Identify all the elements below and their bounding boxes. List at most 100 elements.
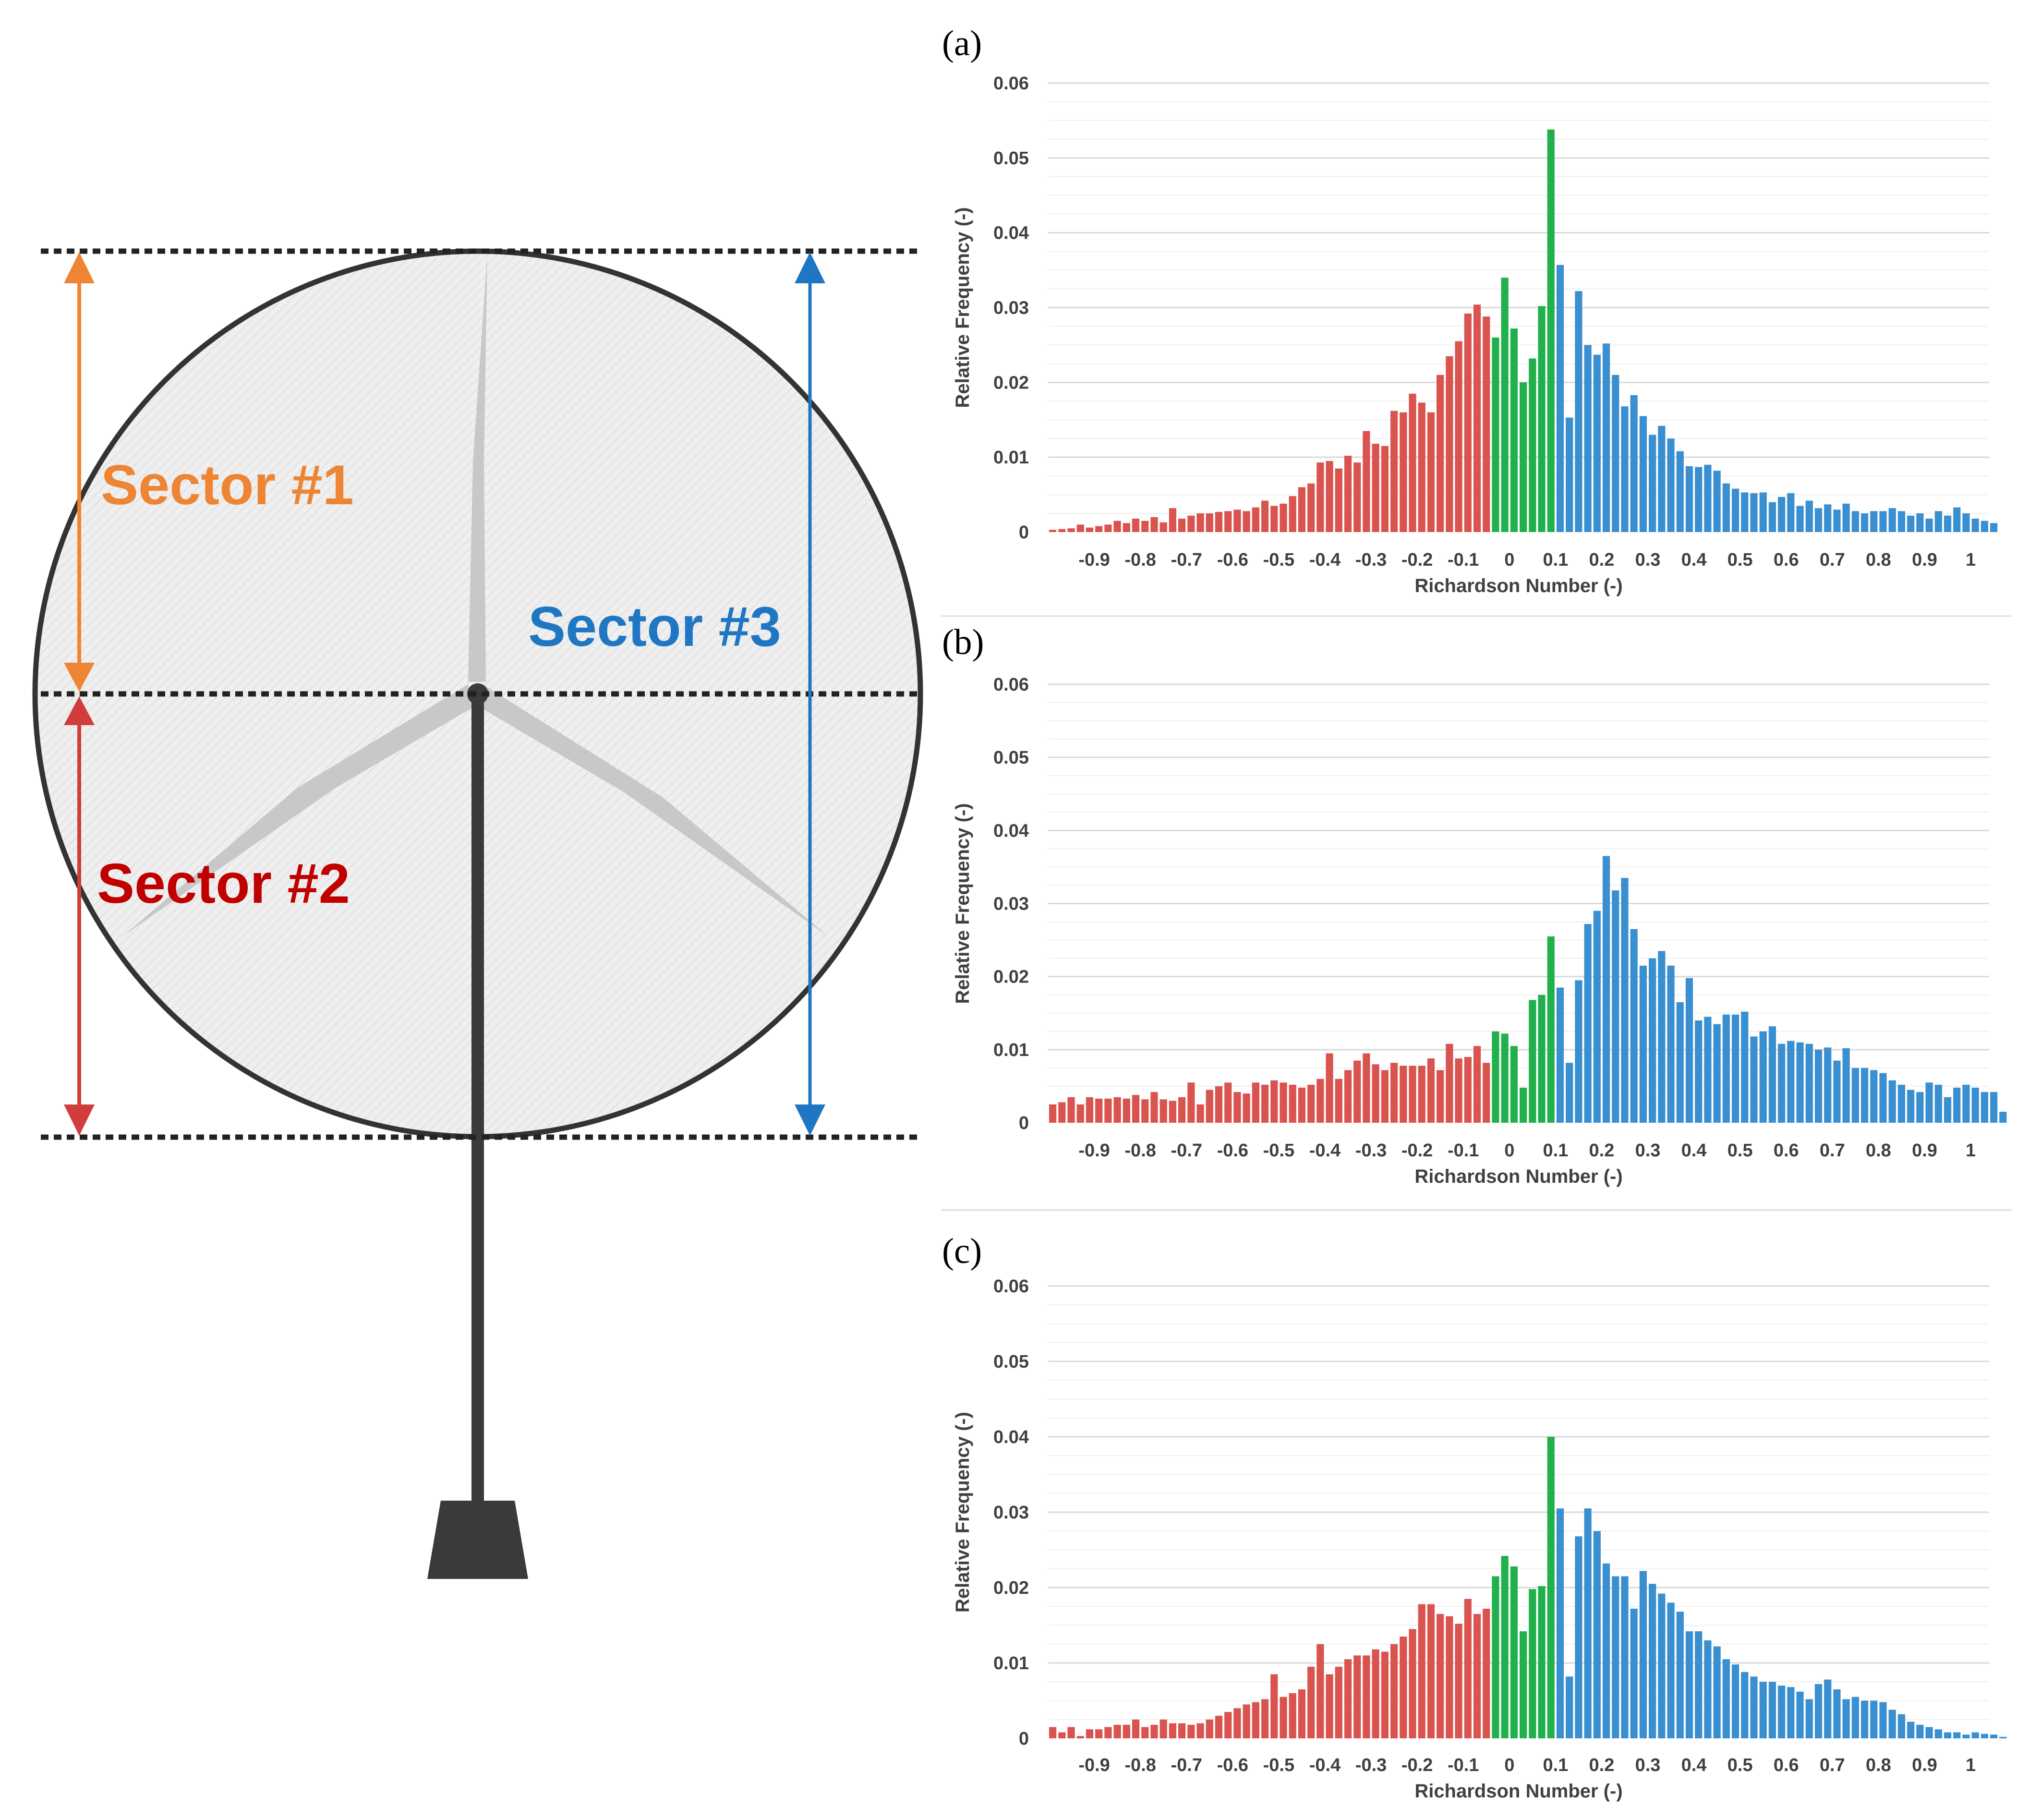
blade-top — [468, 255, 487, 682]
x-tick-label: -0.3 — [1355, 550, 1387, 570]
sector1-arrow — [64, 252, 95, 692]
bar — [1067, 1097, 1075, 1123]
bar — [1897, 1084, 1906, 1123]
bar — [1335, 1079, 1342, 1123]
bar — [1132, 518, 1140, 532]
x-tick-label: 0.8 — [1866, 550, 1891, 570]
bar — [1612, 1576, 1619, 1738]
bar — [1492, 337, 1499, 532]
bar — [1981, 1734, 1988, 1738]
bar — [1556, 265, 1564, 532]
bar — [1270, 1080, 1278, 1123]
bar — [1492, 1031, 1499, 1123]
bar — [1907, 1090, 1915, 1123]
bar — [1685, 978, 1693, 1123]
panel-label: (c) — [942, 1231, 982, 1271]
x-tick-label: 0.8 — [1866, 1141, 1891, 1161]
bar — [1520, 382, 1527, 532]
x-tick-label: 0.5 — [1727, 1141, 1753, 1161]
bar — [1649, 958, 1656, 1123]
y-tick-label: 0 — [1019, 522, 1029, 543]
bar — [1280, 503, 1287, 532]
bar — [1270, 506, 1278, 532]
bar — [1990, 1092, 1998, 1123]
bar — [1215, 511, 1223, 532]
bar — [1547, 1437, 1555, 1738]
y-tick-label: 0.04 — [993, 223, 1029, 243]
bar — [1787, 1687, 1795, 1738]
bar — [1824, 1047, 1832, 1123]
bar — [1805, 1043, 1813, 1123]
bar — [1289, 1084, 1296, 1123]
bar — [1381, 446, 1389, 532]
x-tick-label: -0.9 — [1078, 550, 1110, 570]
x-tick-label: -0.8 — [1124, 550, 1156, 570]
x-tick-label: 1 — [1966, 1141, 1976, 1161]
bar — [1593, 1531, 1601, 1738]
y-tick-label: 0.02 — [993, 1578, 1029, 1598]
x-tick-label: 0 — [1504, 1755, 1514, 1775]
bar — [1695, 467, 1703, 532]
bar — [1409, 393, 1416, 532]
bar — [1860, 1700, 1869, 1738]
bar — [1879, 1702, 1887, 1738]
bar — [1778, 497, 1786, 532]
bar — [1335, 1666, 1342, 1738]
chart-panel-a: (a) 0 0.01 0.02 0.03 0.04 0.05 0.06 -0.9 -0.8 -0.7… — [942, 24, 1998, 596]
x-tick-label: -0.1 — [1448, 550, 1479, 570]
x-tick-label: -0.5 — [1263, 1141, 1294, 1161]
x-tick-label: -0.2 — [1401, 1755, 1433, 1775]
x-tick-label: 0.7 — [1820, 1755, 1845, 1775]
bar — [1280, 1082, 1287, 1123]
bar — [1400, 1637, 1407, 1738]
bar — [1261, 1084, 1269, 1123]
bar — [1713, 1024, 1721, 1123]
bar — [1104, 524, 1112, 532]
x-tick-label: -0.6 — [1217, 550, 1248, 570]
x-tick-label: 0.1 — [1543, 1755, 1568, 1775]
bar — [1409, 1066, 1416, 1123]
bar — [1981, 1092, 1988, 1123]
bar — [1400, 412, 1407, 532]
y-tick-label: 0.04 — [993, 821, 1029, 841]
bar — [1704, 1640, 1712, 1738]
sector3-arrow — [795, 252, 825, 1136]
bar — [1833, 1060, 1841, 1123]
bar — [1455, 1058, 1462, 1123]
bar — [1851, 511, 1859, 532]
bar — [1704, 464, 1712, 532]
bar — [1621, 878, 1629, 1123]
bar — [1529, 1589, 1536, 1738]
bar — [1233, 1708, 1241, 1738]
bar — [1316, 1644, 1324, 1738]
bar — [1243, 511, 1250, 532]
y-tick-label: 0.02 — [993, 373, 1029, 393]
bar — [1944, 515, 1952, 532]
bar — [1731, 1664, 1739, 1738]
bar — [1446, 356, 1453, 532]
bar — [1501, 278, 1509, 532]
bar — [1676, 451, 1684, 532]
x-tick-label: 0.2 — [1589, 1141, 1615, 1161]
bar — [1427, 1058, 1435, 1123]
x-tick-label: 1 — [1966, 550, 1976, 570]
bar — [1685, 1631, 1693, 1738]
x-tick-label: 0.9 — [1912, 1141, 1937, 1161]
bar — [1888, 508, 1896, 532]
bar — [1999, 1112, 2007, 1123]
bar — [1824, 504, 1832, 532]
bar — [1353, 1060, 1361, 1123]
blade-lower-left — [122, 684, 475, 936]
bar — [1316, 1079, 1324, 1123]
x-tick-label: -0.2 — [1401, 1141, 1433, 1161]
bar — [1049, 1727, 1057, 1738]
bar — [1298, 1689, 1306, 1738]
chart-panel-b: (b) 0 0.01 0.02 0.03 0.04 0.05 0.06 -0.9 -0.8 -0.7… — [942, 622, 2007, 1187]
bar — [1049, 1104, 1057, 1123]
bar — [1953, 1087, 1961, 1123]
bar — [1363, 431, 1370, 532]
bar — [1095, 1098, 1103, 1123]
bar — [1778, 1043, 1786, 1123]
bar — [1150, 1092, 1158, 1123]
